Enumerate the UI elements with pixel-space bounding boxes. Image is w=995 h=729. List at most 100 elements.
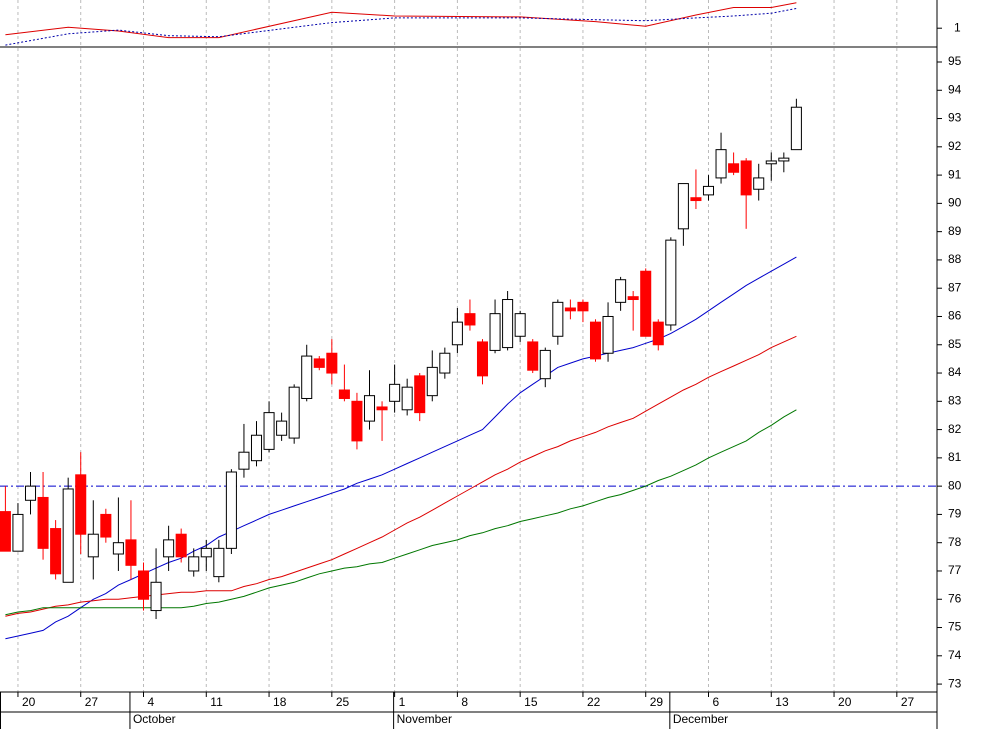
candle-body <box>489 313 501 351</box>
y-tick-label: 75 <box>948 620 962 634</box>
y-tick-label: 76 <box>948 591 962 605</box>
candle-body <box>188 556 200 572</box>
x-tick-label: 27 <box>901 695 915 709</box>
candle-body <box>24 485 37 501</box>
y-tick-label: 82 <box>948 422 962 436</box>
y-tick-label: 79 <box>948 507 962 521</box>
candle-body <box>0 511 11 552</box>
candle-body <box>263 412 275 450</box>
x-tick-label: 29 <box>650 695 664 709</box>
month-label: December <box>673 712 728 726</box>
candle-body <box>602 315 614 354</box>
candle-body <box>627 296 639 301</box>
candle-body <box>37 496 49 549</box>
y-tick-label: 86 <box>948 309 962 323</box>
candle-body <box>527 341 539 371</box>
candle-body <box>753 177 765 190</box>
y-tick-label: 78 <box>948 535 962 549</box>
y-tick-label: 73 <box>948 676 962 690</box>
candle-body <box>652 321 664 346</box>
candle-body <box>338 389 350 399</box>
x-tick-label: 1 <box>399 695 406 709</box>
y-tick-label: 90 <box>948 196 962 210</box>
y-tick-label: 87 <box>948 280 962 294</box>
candle-body <box>100 513 112 538</box>
candle-body <box>552 301 564 337</box>
candle-body <box>175 533 187 558</box>
y-tick-label: 85 <box>948 337 962 351</box>
candle-body <box>62 488 74 583</box>
candle-body <box>640 270 652 337</box>
x-tick-label: 13 <box>775 695 789 709</box>
candle-body <box>313 358 325 368</box>
line-series <box>5 256 797 640</box>
candle-body <box>702 185 715 196</box>
x-tick-label: 27 <box>85 695 99 709</box>
x-tick-label: 20 <box>838 695 852 709</box>
candle-body <box>137 570 150 600</box>
candle-body <box>163 539 175 558</box>
y2-tick-label: 1 <box>954 20 961 34</box>
line-series <box>5 2 797 39</box>
line-series <box>5 8 797 46</box>
candle-body <box>690 197 702 202</box>
candle-body <box>87 533 99 558</box>
candle-body <box>414 375 426 414</box>
candle-body <box>765 160 777 165</box>
candle-body <box>665 239 677 326</box>
x-tick-label: 15 <box>524 695 538 709</box>
candle-body <box>351 400 363 442</box>
x-tick-label: 20 <box>22 695 36 709</box>
y-tick-label: 80 <box>948 478 962 492</box>
x-tick-label: 8 <box>461 695 468 709</box>
candle-body <box>389 383 401 402</box>
y-tick-label: 74 <box>948 648 962 662</box>
candle-body <box>728 163 740 173</box>
candle-body <box>125 539 137 566</box>
x-tick-label: 4 <box>148 695 155 709</box>
candle-body <box>615 279 627 303</box>
candle-body <box>200 547 212 558</box>
candle-body <box>514 313 526 337</box>
candle-body <box>564 307 576 312</box>
y-tick-label: 89 <box>948 224 962 238</box>
candle-body <box>250 434 263 462</box>
candle-body <box>715 149 727 179</box>
x-tick-label: 6 <box>712 695 719 709</box>
month-label: November <box>397 712 452 726</box>
candle-body <box>677 183 689 230</box>
candle-body <box>577 301 589 312</box>
candle-body <box>401 386 413 411</box>
candle-body <box>502 299 514 349</box>
candle-body <box>326 352 338 374</box>
candle-body <box>439 352 451 374</box>
candle-body <box>376 406 388 411</box>
y-tick-label: 77 <box>948 563 962 577</box>
candle-body <box>50 528 62 575</box>
candle-body <box>75 474 87 535</box>
candle-body <box>301 355 313 399</box>
y-tick-label: 93 <box>948 111 962 125</box>
candle-body <box>238 451 250 470</box>
candle-body <box>112 542 124 555</box>
x-tick-label: 22 <box>587 695 601 709</box>
candle-body <box>464 313 476 326</box>
y-tick-label: 88 <box>948 252 962 266</box>
candle-body <box>288 386 300 439</box>
y-tick-label: 84 <box>948 365 962 379</box>
candle-body <box>213 547 225 578</box>
candle-body <box>476 341 489 377</box>
candle-body <box>12 513 24 552</box>
y-tick-label: 95 <box>948 54 962 68</box>
y-tick-label: 83 <box>948 393 962 407</box>
x-tick-label: 25 <box>336 695 350 709</box>
candle-body <box>276 420 288 436</box>
candle-body <box>790 106 802 151</box>
line-series <box>5 335 797 617</box>
candle-body <box>539 349 551 380</box>
candle-body <box>451 321 463 346</box>
candle-body <box>150 581 162 612</box>
